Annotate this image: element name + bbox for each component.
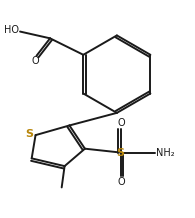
Text: NH₂: NH₂ <box>156 148 175 158</box>
Text: O: O <box>32 56 39 66</box>
Text: O: O <box>117 118 125 128</box>
Text: O: O <box>117 177 125 187</box>
Text: S: S <box>117 148 125 158</box>
Text: S: S <box>25 129 33 139</box>
Text: HO: HO <box>4 25 19 35</box>
